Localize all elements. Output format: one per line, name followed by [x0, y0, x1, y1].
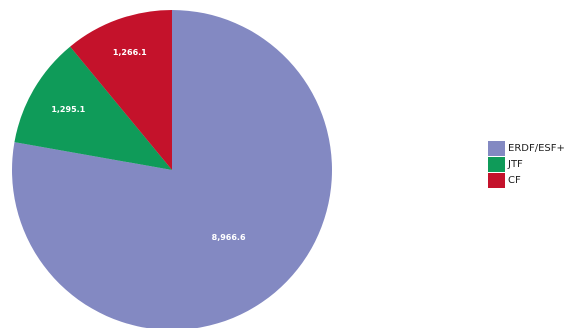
legend-label: ERDF/ESF+ — [508, 142, 565, 154]
legend-item-cf: CF — [488, 172, 565, 188]
legend-swatch — [488, 172, 505, 188]
pie-slice-jtf — [14, 46, 172, 170]
data-label: 1,266.1 — [113, 48, 147, 57]
data-label: 1,295.1 — [51, 105, 85, 114]
legend: ERDF/ESF+ JTF CF — [488, 140, 565, 188]
legend-label: JTF — [508, 158, 523, 170]
pie-slice-cf — [70, 9, 172, 170]
legend-label: CF — [508, 174, 521, 186]
data-label: 8,966.6 — [212, 233, 246, 242]
legend-swatch — [488, 140, 505, 156]
legend-item-jtf: JTF — [488, 156, 565, 172]
pie-slice-erdf-esf — [12, 10, 332, 328]
legend-item-erdf-esf: ERDF/ESF+ — [488, 140, 565, 156]
legend-swatch — [488, 156, 505, 172]
